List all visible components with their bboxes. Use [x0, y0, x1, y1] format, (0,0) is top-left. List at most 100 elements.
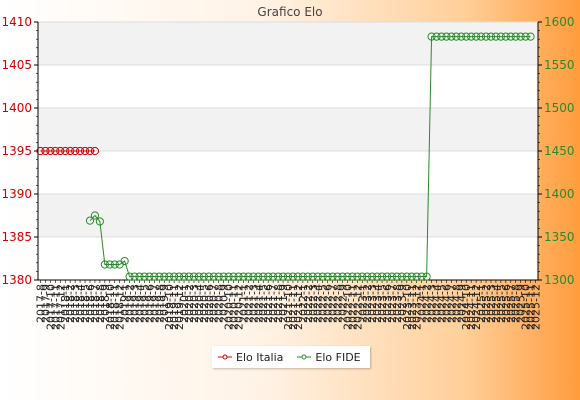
x-tick-label: 2021-11	[287, 284, 300, 330]
data-point	[358, 272, 367, 281]
data-point	[71, 146, 80, 156]
x-tick-label: 2023-7	[386, 284, 399, 323]
data-point	[491, 32, 501, 41]
x-tick-label: 2019-11	[168, 284, 181, 330]
x-tick-label: 2018-3	[69, 284, 82, 323]
data-point	[511, 32, 520, 41]
data-point	[392, 272, 402, 281]
y-right-tick-label: 1450	[544, 144, 575, 158]
data-point	[353, 272, 362, 281]
x-tick-label: 2023-2	[361, 284, 374, 323]
x-tick-label: 2018-12	[114, 284, 127, 330]
data-point	[61, 146, 70, 156]
x-tick-label: 2018-10	[104, 284, 117, 330]
x-tick-label: 2022-1	[297, 284, 310, 323]
data-point	[66, 146, 75, 156]
data-point	[95, 217, 104, 226]
x-tick-label: 2023-12	[411, 284, 424, 330]
x-tick-label: 2018-2	[64, 284, 77, 323]
legend-item-elo-fide[interactable]: Elo FIDE	[297, 350, 361, 364]
x-tick-label: 2022-11	[346, 284, 359, 330]
data-point	[125, 272, 134, 281]
data-point	[155, 272, 164, 281]
y-right-tick-label: 1400	[544, 187, 575, 201]
x-tick-label: 2024-12	[470, 284, 483, 330]
x-tick-label: 2019-7	[148, 284, 161, 323]
data-point	[427, 32, 436, 41]
data-point	[204, 272, 213, 281]
data-point	[174, 272, 184, 281]
x-tick-label: 2022-2	[302, 284, 315, 323]
grid-band	[38, 108, 538, 151]
x-tick-label: 2024-7	[445, 284, 458, 323]
x-tick-label: 2020-10	[223, 284, 236, 330]
x-tick-label: 2021-10	[282, 284, 295, 330]
x-tick-label: 2025-12	[530, 284, 543, 330]
data-point	[348, 272, 357, 281]
data-point	[110, 260, 119, 269]
data-point	[130, 272, 139, 281]
x-tick-label: 2017-11	[49, 284, 62, 330]
x-tick-label: 2023-10	[401, 284, 414, 330]
x-tick-label: 2025-1	[475, 284, 488, 323]
x-tick-label: 2021-4	[252, 284, 265, 323]
legend-label-elo-fide: Elo FIDE	[315, 350, 361, 364]
data-point	[90, 211, 100, 220]
x-tick-label: 2025-2	[480, 284, 493, 323]
data-point	[407, 272, 416, 281]
data-point	[219, 272, 228, 281]
x-tick-label: 2021-9	[277, 284, 290, 323]
x-tick-label: 2017-9	[39, 284, 52, 323]
x-tick-label: 2021-8	[272, 284, 285, 323]
data-point	[333, 272, 342, 281]
data-point	[254, 272, 263, 281]
data-point	[199, 272, 208, 281]
data-point	[526, 32, 535, 41]
legend-item-elo-italia[interactable]: Elo Italia	[218, 351, 283, 364]
x-tick-label: 2024-5	[435, 284, 448, 323]
x-tick-label: 2023-9	[396, 284, 409, 323]
data-point	[373, 272, 382, 281]
data-point	[298, 272, 307, 281]
y-right-tick-label: 1500	[544, 101, 575, 115]
x-tick-label: 2020-1	[178, 284, 191, 323]
x-tick-label: 2024-2	[421, 284, 434, 323]
data-point	[308, 272, 317, 281]
data-point	[457, 32, 466, 41]
data-point	[462, 32, 471, 41]
data-point	[249, 272, 258, 281]
series-elo-fide	[85, 32, 535, 281]
x-tick-label: 2021-2	[242, 284, 255, 323]
data-point	[259, 272, 268, 281]
x-tick-label: 2018-8	[94, 284, 107, 323]
x-tick-label: 2020-6	[203, 284, 216, 323]
data-point	[165, 272, 174, 281]
x-tick-label: 2023-11	[406, 284, 419, 330]
y-axis-left-ticks: 1380 1385 1390 1395 1400 1405 1410	[1, 15, 38, 287]
data-point	[412, 272, 421, 281]
legend-label-elo-italia: Elo Italia	[236, 350, 284, 364]
data-point	[264, 272, 273, 281]
data-point	[293, 272, 303, 281]
y-left-tick-label: 1380	[1, 273, 32, 287]
data-point	[447, 32, 456, 41]
data-point	[501, 32, 510, 41]
y-right-tick-label: 1550	[544, 58, 575, 72]
x-tick-label: 2025-11	[525, 284, 538, 330]
x-tick-label: 2018-6	[84, 284, 97, 323]
x-tick-label: 2024-9	[455, 284, 468, 323]
data-point	[140, 272, 149, 281]
data-point	[496, 32, 505, 41]
data-point	[363, 272, 372, 281]
data-point	[288, 272, 298, 281]
data-point	[417, 272, 426, 281]
x-axis-ticks: 2017-82017-92017-102017-112017-122018-12…	[34, 280, 543, 330]
data-point	[150, 272, 159, 281]
legend-marker-green-icon	[297, 354, 312, 360]
data-point	[214, 272, 223, 281]
x-tick-label: 2019-10	[163, 284, 176, 330]
x-tick-label: 2019-6	[143, 284, 156, 323]
x-tick-label: 2018-11	[109, 284, 122, 330]
x-tick-label: 2023-8	[391, 284, 404, 323]
